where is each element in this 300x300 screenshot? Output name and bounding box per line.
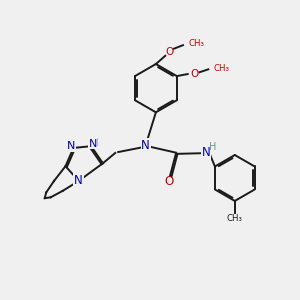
Text: CH₃: CH₃ xyxy=(227,214,243,223)
Text: CH₃: CH₃ xyxy=(214,64,230,73)
Text: CH₃: CH₃ xyxy=(188,40,204,49)
Text: O: O xyxy=(164,175,173,188)
Text: N: N xyxy=(74,174,83,188)
Text: N: N xyxy=(68,141,76,151)
Text: O: O xyxy=(190,69,198,79)
Text: O: O xyxy=(165,47,174,57)
Text: N: N xyxy=(88,139,97,149)
Text: H: H xyxy=(209,142,216,152)
Text: N: N xyxy=(90,138,98,148)
Text: N: N xyxy=(75,180,83,190)
Text: N: N xyxy=(202,146,210,159)
Text: N: N xyxy=(67,141,75,151)
Text: N: N xyxy=(141,139,150,152)
